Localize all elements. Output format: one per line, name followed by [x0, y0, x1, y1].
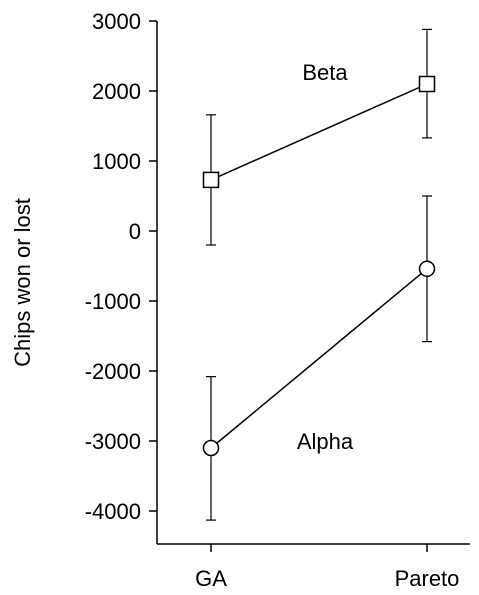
series-line — [210, 83, 428, 181]
data-point-square — [418, 75, 436, 93]
y-tick-label: -4000 — [85, 499, 141, 524]
y-tick-label: -1000 — [85, 289, 141, 314]
data-point-circle — [202, 439, 220, 457]
series-label-beta: Beta — [302, 60, 348, 85]
y-tick-label: 0 — [129, 219, 141, 244]
chart-axes — [156, 21, 470, 545]
series-line — [210, 268, 428, 449]
y-tick-label: -3000 — [85, 429, 141, 454]
series-label-alpha: Alpha — [297, 429, 354, 454]
y-tick-label: 1000 — [92, 149, 141, 174]
x-axis-ticks: GA Pareto — [195, 544, 459, 591]
series-alpha: Alpha — [202, 195, 436, 521]
y-tick-label: 3000 — [92, 9, 141, 34]
y-tick-label: 2000 — [92, 79, 141, 104]
y-axis-title: Chips won or lost — [10, 198, 35, 367]
series-beta: Beta — [202, 28, 436, 246]
y-axis-ticks: 3000 2000 1000 0 -1000 -2000 -3000 -4000 — [85, 9, 157, 524]
y-tick-label: -2000 — [85, 359, 141, 384]
x-tick-label: GA — [195, 566, 227, 591]
data-point-circle — [418, 260, 436, 278]
plot-area: Beta Alpha — [202, 28, 436, 521]
data-point-square — [202, 171, 220, 189]
x-tick-label: Pareto — [395, 566, 460, 591]
